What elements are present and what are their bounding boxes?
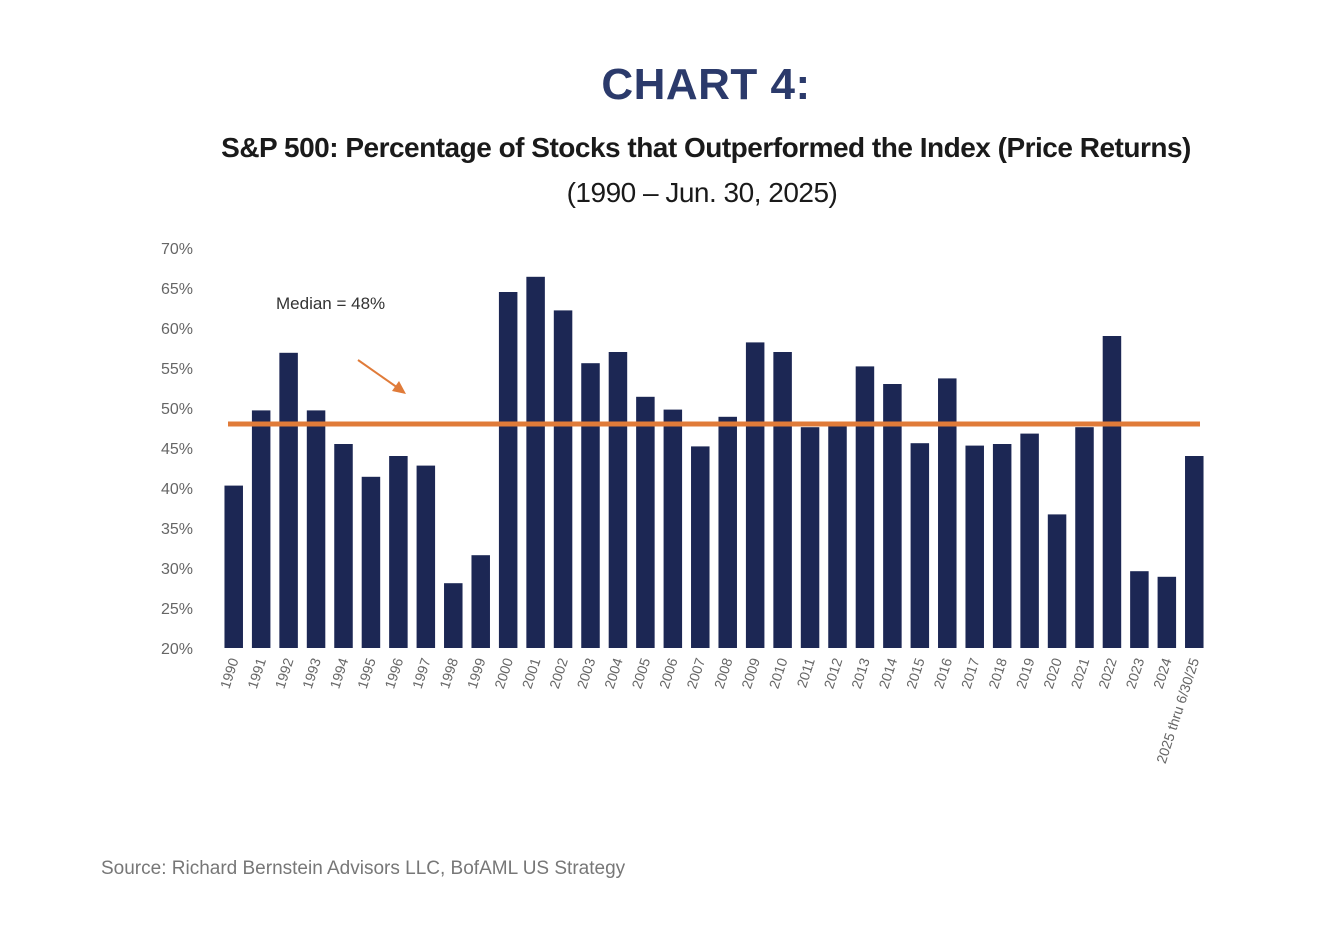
x-tick-label: 2016 xyxy=(930,656,955,691)
bars xyxy=(224,276,1204,648)
y-tick-label: 60% xyxy=(161,321,193,338)
bar xyxy=(306,410,326,648)
bar xyxy=(691,446,710,648)
y-axis: 20% 25% 30% 35% 40% 45% 50% 55% 60% 65% 70% xyxy=(161,241,193,658)
chart-subtitle: S&P 500: Percentage of Stocks that Outpe… xyxy=(221,132,1191,163)
bar xyxy=(992,444,1012,648)
x-tick-label: 1994 xyxy=(327,656,352,691)
median-group: Median = 48% xyxy=(228,294,1200,427)
bar xyxy=(581,363,600,648)
x-tick-label: 1992 xyxy=(272,656,297,691)
y-tick-label: 25% xyxy=(161,601,193,618)
bar xyxy=(553,310,573,648)
x-tick-label: 2008 xyxy=(711,656,736,691)
x-tick-label: 2017 xyxy=(958,656,983,691)
x-tick-label: 2011 xyxy=(793,656,818,690)
x-tick-label: 2023 xyxy=(1122,656,1147,691)
bar xyxy=(361,476,381,648)
y-tick-label: 50% xyxy=(161,401,193,418)
median-arrowhead-icon xyxy=(392,381,406,394)
y-tick-label: 55% xyxy=(161,361,193,378)
y-tick-label: 40% xyxy=(161,481,193,498)
y-tick-label: 65% xyxy=(161,281,193,298)
x-tick-label: 2013 xyxy=(848,656,873,691)
x-tick-label: 2001 xyxy=(519,656,544,691)
x-tick-label: 1993 xyxy=(299,656,324,691)
bar xyxy=(800,427,820,648)
x-tick-label: 2002 xyxy=(546,656,571,691)
bar xyxy=(718,416,737,648)
x-tick-label: 2012 xyxy=(821,656,846,691)
x-tick-label: 2014 xyxy=(875,656,900,691)
x-tick-label: 2003 xyxy=(574,656,599,691)
x-tick-label: 2015 xyxy=(903,656,928,691)
y-tick-label: 35% xyxy=(161,521,193,538)
bar xyxy=(1075,427,1094,648)
x-tick-label: 1991 xyxy=(244,656,269,691)
x-tick-label: 1995 xyxy=(354,656,379,691)
bar xyxy=(444,583,463,648)
x-tick-label: 1997 xyxy=(409,656,434,691)
x-tick-label: 2020 xyxy=(1040,656,1065,691)
x-tick-label: 2024 xyxy=(1150,656,1175,691)
y-tick-label: 20% xyxy=(161,641,193,658)
bar xyxy=(773,352,792,648)
bar xyxy=(883,384,902,648)
chart-date-range: (1990 – Jun. 30, 2025) xyxy=(566,177,838,208)
x-tick-label: 1998 xyxy=(436,656,461,691)
bar xyxy=(471,555,490,648)
x-tick-label: 1999 xyxy=(464,656,489,691)
bar xyxy=(636,396,655,648)
bar xyxy=(1047,514,1067,648)
x-tick-label: 2019 xyxy=(1013,656,1038,691)
x-tick-label: 2005 xyxy=(628,656,653,691)
bar xyxy=(1157,576,1177,648)
x-tick-label: 2022 xyxy=(1095,656,1120,691)
bar xyxy=(1130,571,1149,648)
bar xyxy=(965,445,984,648)
y-tick-label: 70% xyxy=(161,241,193,258)
x-tick-label: 2018 xyxy=(985,656,1010,691)
bar xyxy=(663,409,683,648)
x-tick-label: 2006 xyxy=(656,656,681,691)
bar xyxy=(1102,336,1122,648)
bar xyxy=(910,443,930,648)
bar xyxy=(1185,456,1204,648)
x-tick-label: 2007 xyxy=(683,656,708,691)
y-tick-label: 45% xyxy=(161,441,193,458)
bar xyxy=(224,485,243,648)
x-tick-label: 2004 xyxy=(601,656,626,691)
bar xyxy=(855,366,875,648)
median-arrow-icon xyxy=(357,359,399,389)
x-axis: 1990 1991 1992 1993 1994 1995 1996 1997 1998 1999… xyxy=(217,656,1202,766)
y-tick-label: 30% xyxy=(161,561,193,578)
bar xyxy=(1020,433,1039,648)
x-tick-label: 2009 xyxy=(738,656,763,691)
bar xyxy=(526,276,545,648)
bar xyxy=(279,352,298,648)
bar xyxy=(608,352,628,648)
bar xyxy=(389,456,408,648)
x-tick-label: 1990 xyxy=(217,656,242,691)
bar xyxy=(498,292,518,648)
bar xyxy=(416,465,436,648)
bar xyxy=(828,422,847,648)
x-tick-label: 2010 xyxy=(766,656,791,691)
bar xyxy=(334,444,353,648)
median-label: Median = 48% xyxy=(276,294,385,313)
x-tick-label: 2000 xyxy=(491,656,516,691)
source-note: Source: Richard Bernstein Advisors LLC, … xyxy=(101,858,626,879)
chart-title: CHART 4: xyxy=(601,60,811,109)
bar xyxy=(251,410,271,648)
x-tick-label: 1996 xyxy=(381,656,406,691)
bar xyxy=(745,342,765,648)
bar xyxy=(938,378,957,648)
x-tick-label: 2021 xyxy=(1068,656,1093,691)
